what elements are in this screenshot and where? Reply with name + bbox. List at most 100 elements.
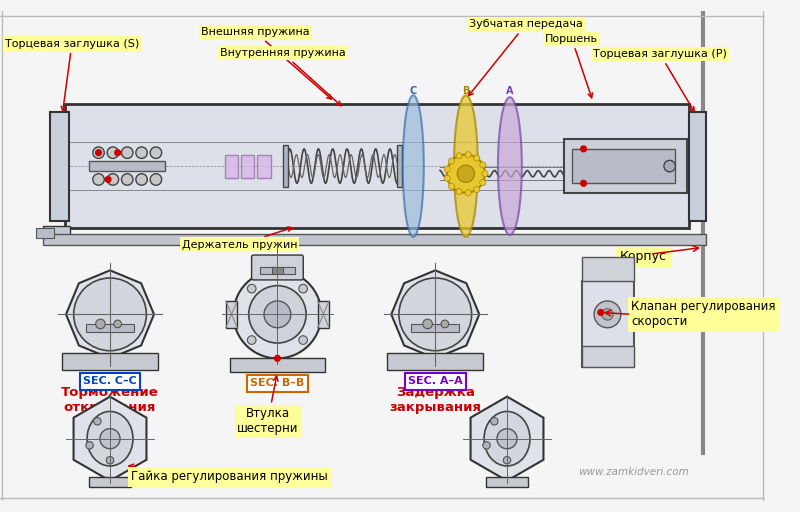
Bar: [260, 267, 294, 274]
Polygon shape: [470, 397, 543, 481]
Bar: [43, 226, 70, 236]
Bar: [230, 358, 326, 372]
Text: Держатель пружин: Держатель пружин: [182, 227, 298, 249]
Text: Внутренняя пружина: Внутренняя пружина: [220, 48, 346, 105]
Circle shape: [594, 301, 621, 328]
Circle shape: [480, 180, 486, 186]
Circle shape: [122, 147, 133, 158]
Circle shape: [107, 147, 118, 158]
Bar: [411, 324, 459, 332]
Circle shape: [474, 186, 480, 193]
Circle shape: [664, 160, 675, 172]
Bar: [241, 155, 254, 178]
Circle shape: [449, 183, 454, 189]
Circle shape: [482, 170, 488, 177]
Circle shape: [136, 174, 147, 185]
Text: Поршень: Поршень: [546, 34, 598, 98]
Text: Зубчатая передача: Зубчатая передача: [469, 19, 582, 96]
Text: A: A: [506, 236, 514, 246]
Text: www.zamkidveri.com: www.zamkidveri.com: [578, 467, 689, 477]
Text: SEC. C–C: SEC. C–C: [83, 376, 137, 387]
Bar: [89, 161, 166, 171]
Bar: [397, 145, 402, 187]
Text: SEC. A–A: SEC. A–A: [408, 376, 462, 387]
Ellipse shape: [498, 97, 522, 235]
Circle shape: [465, 152, 471, 158]
Ellipse shape: [402, 95, 424, 237]
Polygon shape: [74, 397, 146, 481]
Bar: [565, 139, 687, 193]
Bar: [258, 155, 270, 178]
Text: Внешняя пружина: Внешняя пружина: [201, 27, 331, 99]
Text: Корпус: Корпус: [620, 250, 667, 264]
Bar: [65, 104, 689, 228]
Bar: [486, 477, 528, 486]
Circle shape: [264, 301, 291, 328]
Bar: [387, 353, 483, 370]
Circle shape: [456, 153, 462, 159]
Circle shape: [423, 319, 432, 329]
Circle shape: [444, 175, 450, 181]
Circle shape: [299, 336, 307, 345]
Circle shape: [136, 147, 147, 158]
Circle shape: [106, 177, 111, 182]
Circle shape: [74, 278, 146, 351]
Text: C: C: [410, 236, 417, 246]
Circle shape: [399, 278, 472, 351]
Circle shape: [122, 174, 133, 185]
Circle shape: [150, 174, 162, 185]
Circle shape: [490, 418, 498, 425]
Polygon shape: [391, 270, 479, 358]
Circle shape: [581, 180, 586, 186]
FancyBboxPatch shape: [318, 301, 329, 328]
Circle shape: [93, 147, 104, 158]
Polygon shape: [66, 270, 154, 358]
Text: A: A: [506, 86, 514, 96]
Text: Торцевая заглушка (P): Торцевая заглушка (P): [593, 49, 727, 112]
Circle shape: [93, 174, 104, 185]
Circle shape: [449, 158, 454, 164]
Text: B: B: [462, 86, 470, 96]
Circle shape: [86, 442, 94, 449]
Text: SEC. B–B: SEC. B–B: [250, 378, 305, 388]
Circle shape: [106, 457, 114, 464]
Ellipse shape: [454, 95, 478, 237]
Text: Торцевая заглушка (S): Торцевая заглушка (S): [5, 38, 139, 111]
Ellipse shape: [87, 412, 133, 466]
FancyBboxPatch shape: [582, 257, 634, 281]
Circle shape: [96, 150, 102, 156]
Circle shape: [497, 429, 517, 449]
Circle shape: [114, 150, 121, 156]
Text: Клапан регулирования
скорости: Клапан регулирования скорости: [631, 301, 776, 328]
Bar: [689, 112, 706, 221]
FancyBboxPatch shape: [251, 255, 303, 280]
Circle shape: [503, 457, 510, 464]
Circle shape: [480, 162, 486, 168]
Bar: [572, 149, 675, 183]
Circle shape: [458, 165, 474, 182]
Ellipse shape: [484, 412, 530, 466]
FancyBboxPatch shape: [582, 346, 634, 367]
Circle shape: [441, 320, 449, 328]
Bar: [43, 234, 706, 245]
Circle shape: [474, 155, 480, 161]
Text: B: B: [462, 236, 470, 246]
Circle shape: [465, 189, 471, 196]
FancyBboxPatch shape: [582, 281, 634, 367]
Text: Гайка регулирования пружины: Гайка регулирования пружины: [129, 464, 328, 483]
Circle shape: [299, 284, 307, 293]
Circle shape: [247, 336, 256, 345]
Circle shape: [94, 418, 101, 425]
Circle shape: [598, 310, 604, 315]
Circle shape: [444, 166, 450, 172]
Text: C: C: [410, 86, 417, 96]
Bar: [50, 112, 69, 221]
Text: Торможение
открывания: Торможение открывания: [61, 386, 159, 414]
Bar: [86, 324, 134, 332]
Circle shape: [446, 155, 485, 193]
Circle shape: [107, 174, 118, 185]
Circle shape: [96, 319, 106, 329]
Circle shape: [483, 442, 490, 449]
Text: Задержка
закрывания: Задержка закрывания: [390, 386, 482, 414]
Circle shape: [234, 270, 322, 358]
